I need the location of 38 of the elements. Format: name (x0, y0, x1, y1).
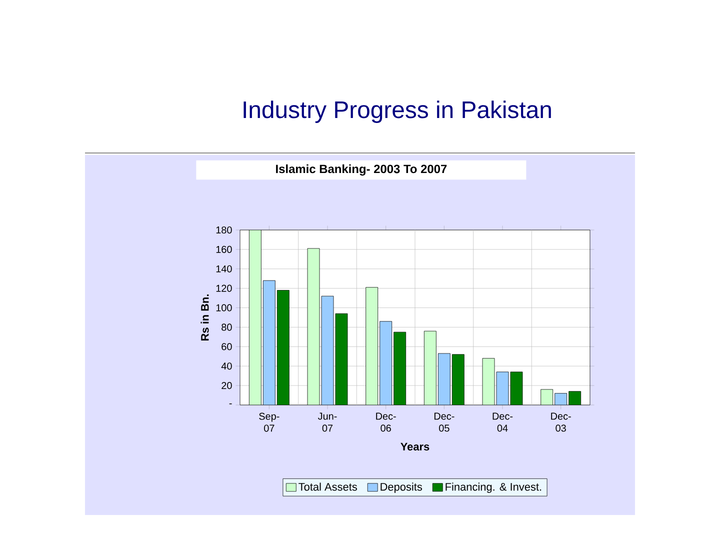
y-axis-title: Rs in Bn. (200, 294, 209, 340)
y-tick-label: 140 (216, 265, 232, 272)
y-tick-label: - (229, 403, 232, 404)
legend-label: Deposits (380, 482, 422, 493)
x-tick-label: Dec-03 (551, 412, 571, 432)
bar (276, 290, 290, 405)
bar (307, 248, 320, 405)
x-tick-label: Jun-07 (318, 412, 337, 432)
bar (249, 230, 262, 405)
x-tick-label: Dec-04 (492, 412, 513, 432)
y-tick-label: 120 (216, 284, 232, 292)
y-tick-label: 160 (216, 246, 232, 253)
bar (321, 296, 334, 405)
y-tick-label: 40 (221, 362, 232, 370)
chart-title: Industry Progress in Pakistan (244, 100, 551, 123)
y-tick-label: 180 (216, 226, 232, 234)
y-tick-label: 100 (216, 304, 232, 312)
x-tick-label: Dec-06 (376, 412, 396, 432)
bar (366, 287, 378, 405)
bar (554, 393, 568, 405)
bar (394, 332, 406, 405)
bar (424, 330, 436, 405)
y-tick-label: 80 (222, 324, 232, 331)
chart-subtitle: Islamic Banking- 2003 To 2007 (276, 164, 447, 176)
bar (482, 358, 495, 405)
bar (438, 353, 450, 405)
y-tick-label: 20 (222, 382, 232, 390)
legend-label: Total Assets (298, 482, 357, 491)
bar (380, 321, 392, 405)
y-tick-label: 60 (222, 343, 232, 350)
legend-label: Financing. & Invest. (446, 482, 542, 493)
bar (262, 280, 276, 405)
x-tick-label: Dec-05 (434, 412, 454, 432)
bar (452, 354, 464, 405)
bar (568, 391, 582, 405)
x-axis-title: Years (400, 442, 430, 451)
x-tick-label: Sep-07 (259, 412, 280, 432)
bar (335, 313, 348, 405)
